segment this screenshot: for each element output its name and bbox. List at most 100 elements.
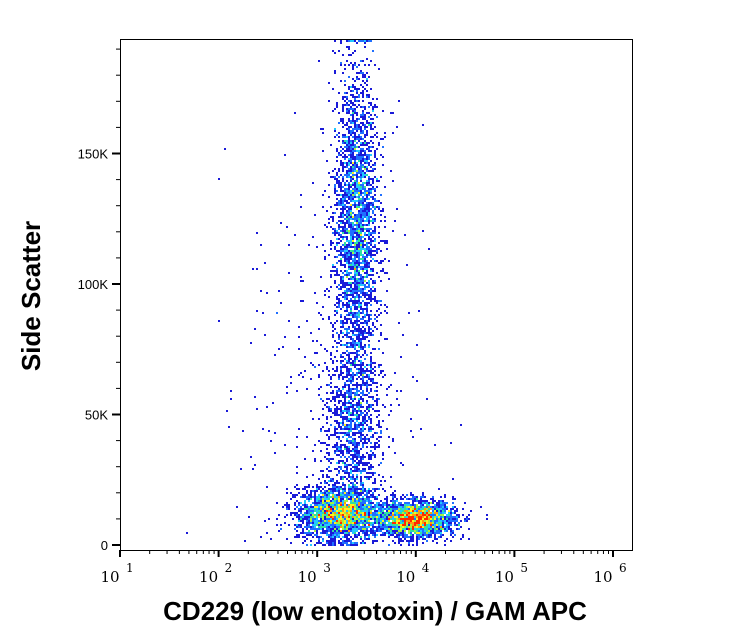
density-cell [374,442,376,444]
density-cell [308,512,310,514]
density-cell [332,232,334,234]
density-cell [338,494,340,496]
density-cell [358,270,360,272]
density-cell [358,160,360,162]
density-cell [336,494,338,496]
density-cell [416,530,418,532]
density-cell [348,198,350,200]
density-cell [344,246,346,248]
density-cell [342,264,344,266]
density-cell [332,374,334,376]
density-cell [352,448,354,450]
density-cell [348,414,350,416]
density-cell [392,230,394,232]
density-cell [352,176,354,178]
density-cell [356,442,358,444]
density-cell [296,526,298,528]
density-cell [342,230,344,232]
density-cell [346,322,348,324]
density-cell [370,464,372,466]
density-cell [406,506,408,508]
density-cell [406,504,408,506]
density-cell [338,426,340,428]
density-cell [366,256,368,258]
density-cell [324,404,326,406]
density-cell [336,410,338,412]
density-cell [346,318,348,320]
density-cell [340,466,342,468]
density-cell [382,138,384,140]
density-cell [394,504,396,506]
density-cell [368,232,370,234]
density-cell [430,530,432,532]
density-cell [374,508,376,510]
density-cell [352,444,354,446]
density-cell [336,496,338,498]
density-cell [290,542,292,544]
density-cell [392,526,394,528]
density-cell [370,208,372,210]
density-cell [350,210,352,212]
density-cell [344,486,346,488]
density-cell [358,146,360,148]
density-cell [352,544,354,546]
density-cell [334,234,336,236]
density-cell [362,482,364,484]
density-cell [390,510,392,512]
density-cell [364,176,366,178]
density-cell [364,534,366,536]
density-cell [376,534,378,536]
density-cell [358,212,360,214]
density-cell [378,474,380,476]
density-cell [348,154,350,156]
density-cell [358,324,360,326]
density-cell [314,502,316,504]
density-cell [372,348,374,350]
density-cell [336,428,338,430]
density-cell [348,474,350,476]
density-cell [340,286,342,288]
density-cell [368,102,370,104]
density-cell [334,484,336,486]
density-cell [334,404,336,406]
density-cell [330,478,332,480]
density-cell [368,238,370,240]
density-cell [340,446,342,448]
density-cell [442,506,444,508]
density-cell [340,216,342,218]
density-cell [332,392,334,394]
density-cell [330,240,332,242]
density-cell [352,420,354,422]
density-cell [434,516,436,518]
density-cell [392,514,394,516]
density-cell [354,254,356,256]
density-cell [354,190,356,192]
density-cell [326,418,328,420]
density-cell [284,516,286,518]
density-cell [374,456,376,458]
density-cell [364,506,366,508]
density-cell [362,422,364,424]
density-cell [360,232,362,234]
density-cell [346,532,348,534]
density-cell [428,512,430,514]
density-cell [334,540,336,542]
density-cell [328,316,330,318]
density-cell [348,534,350,536]
density-cell [408,312,410,314]
density-cell [314,444,316,446]
density-cell [448,524,450,526]
density-cell [338,394,340,396]
density-cell [372,274,374,276]
density-cell [356,466,358,468]
density-cell [342,388,344,390]
density-cell [386,510,388,512]
density-cell [382,520,384,522]
density-cell [392,440,394,442]
density-cell [394,508,396,510]
density-cell [364,276,366,278]
density-cell [318,516,320,518]
density-cell [374,490,376,492]
density-cell [352,380,354,382]
density-cell [350,512,352,514]
